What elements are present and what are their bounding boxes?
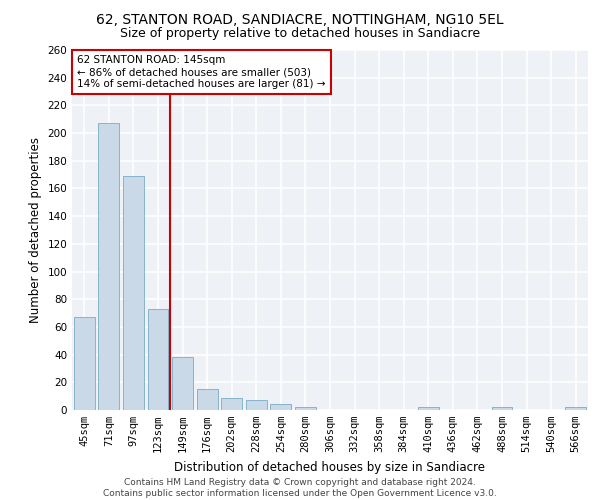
Text: 62 STANTON ROAD: 145sqm
← 86% of detached houses are smaller (503)
14% of semi-d: 62 STANTON ROAD: 145sqm ← 86% of detache… xyxy=(77,56,326,88)
Bar xyxy=(148,309,169,410)
Text: Contains HM Land Registry data © Crown copyright and database right 2024.
Contai: Contains HM Land Registry data © Crown c… xyxy=(103,478,497,498)
Y-axis label: Number of detached properties: Number of detached properties xyxy=(29,137,42,323)
Bar xyxy=(197,389,218,410)
Bar xyxy=(491,407,512,410)
Bar xyxy=(123,176,144,410)
Bar xyxy=(98,124,119,410)
Bar xyxy=(172,358,193,410)
Text: Size of property relative to detached houses in Sandiacre: Size of property relative to detached ho… xyxy=(120,28,480,40)
Bar xyxy=(271,404,292,410)
Bar xyxy=(74,317,95,410)
Bar xyxy=(221,398,242,410)
Bar xyxy=(418,407,439,410)
Bar xyxy=(565,407,586,410)
Bar xyxy=(295,407,316,410)
Bar xyxy=(246,400,267,410)
Text: 62, STANTON ROAD, SANDIACRE, NOTTINGHAM, NG10 5EL: 62, STANTON ROAD, SANDIACRE, NOTTINGHAM,… xyxy=(96,12,504,26)
X-axis label: Distribution of detached houses by size in Sandiacre: Distribution of detached houses by size … xyxy=(175,460,485,473)
